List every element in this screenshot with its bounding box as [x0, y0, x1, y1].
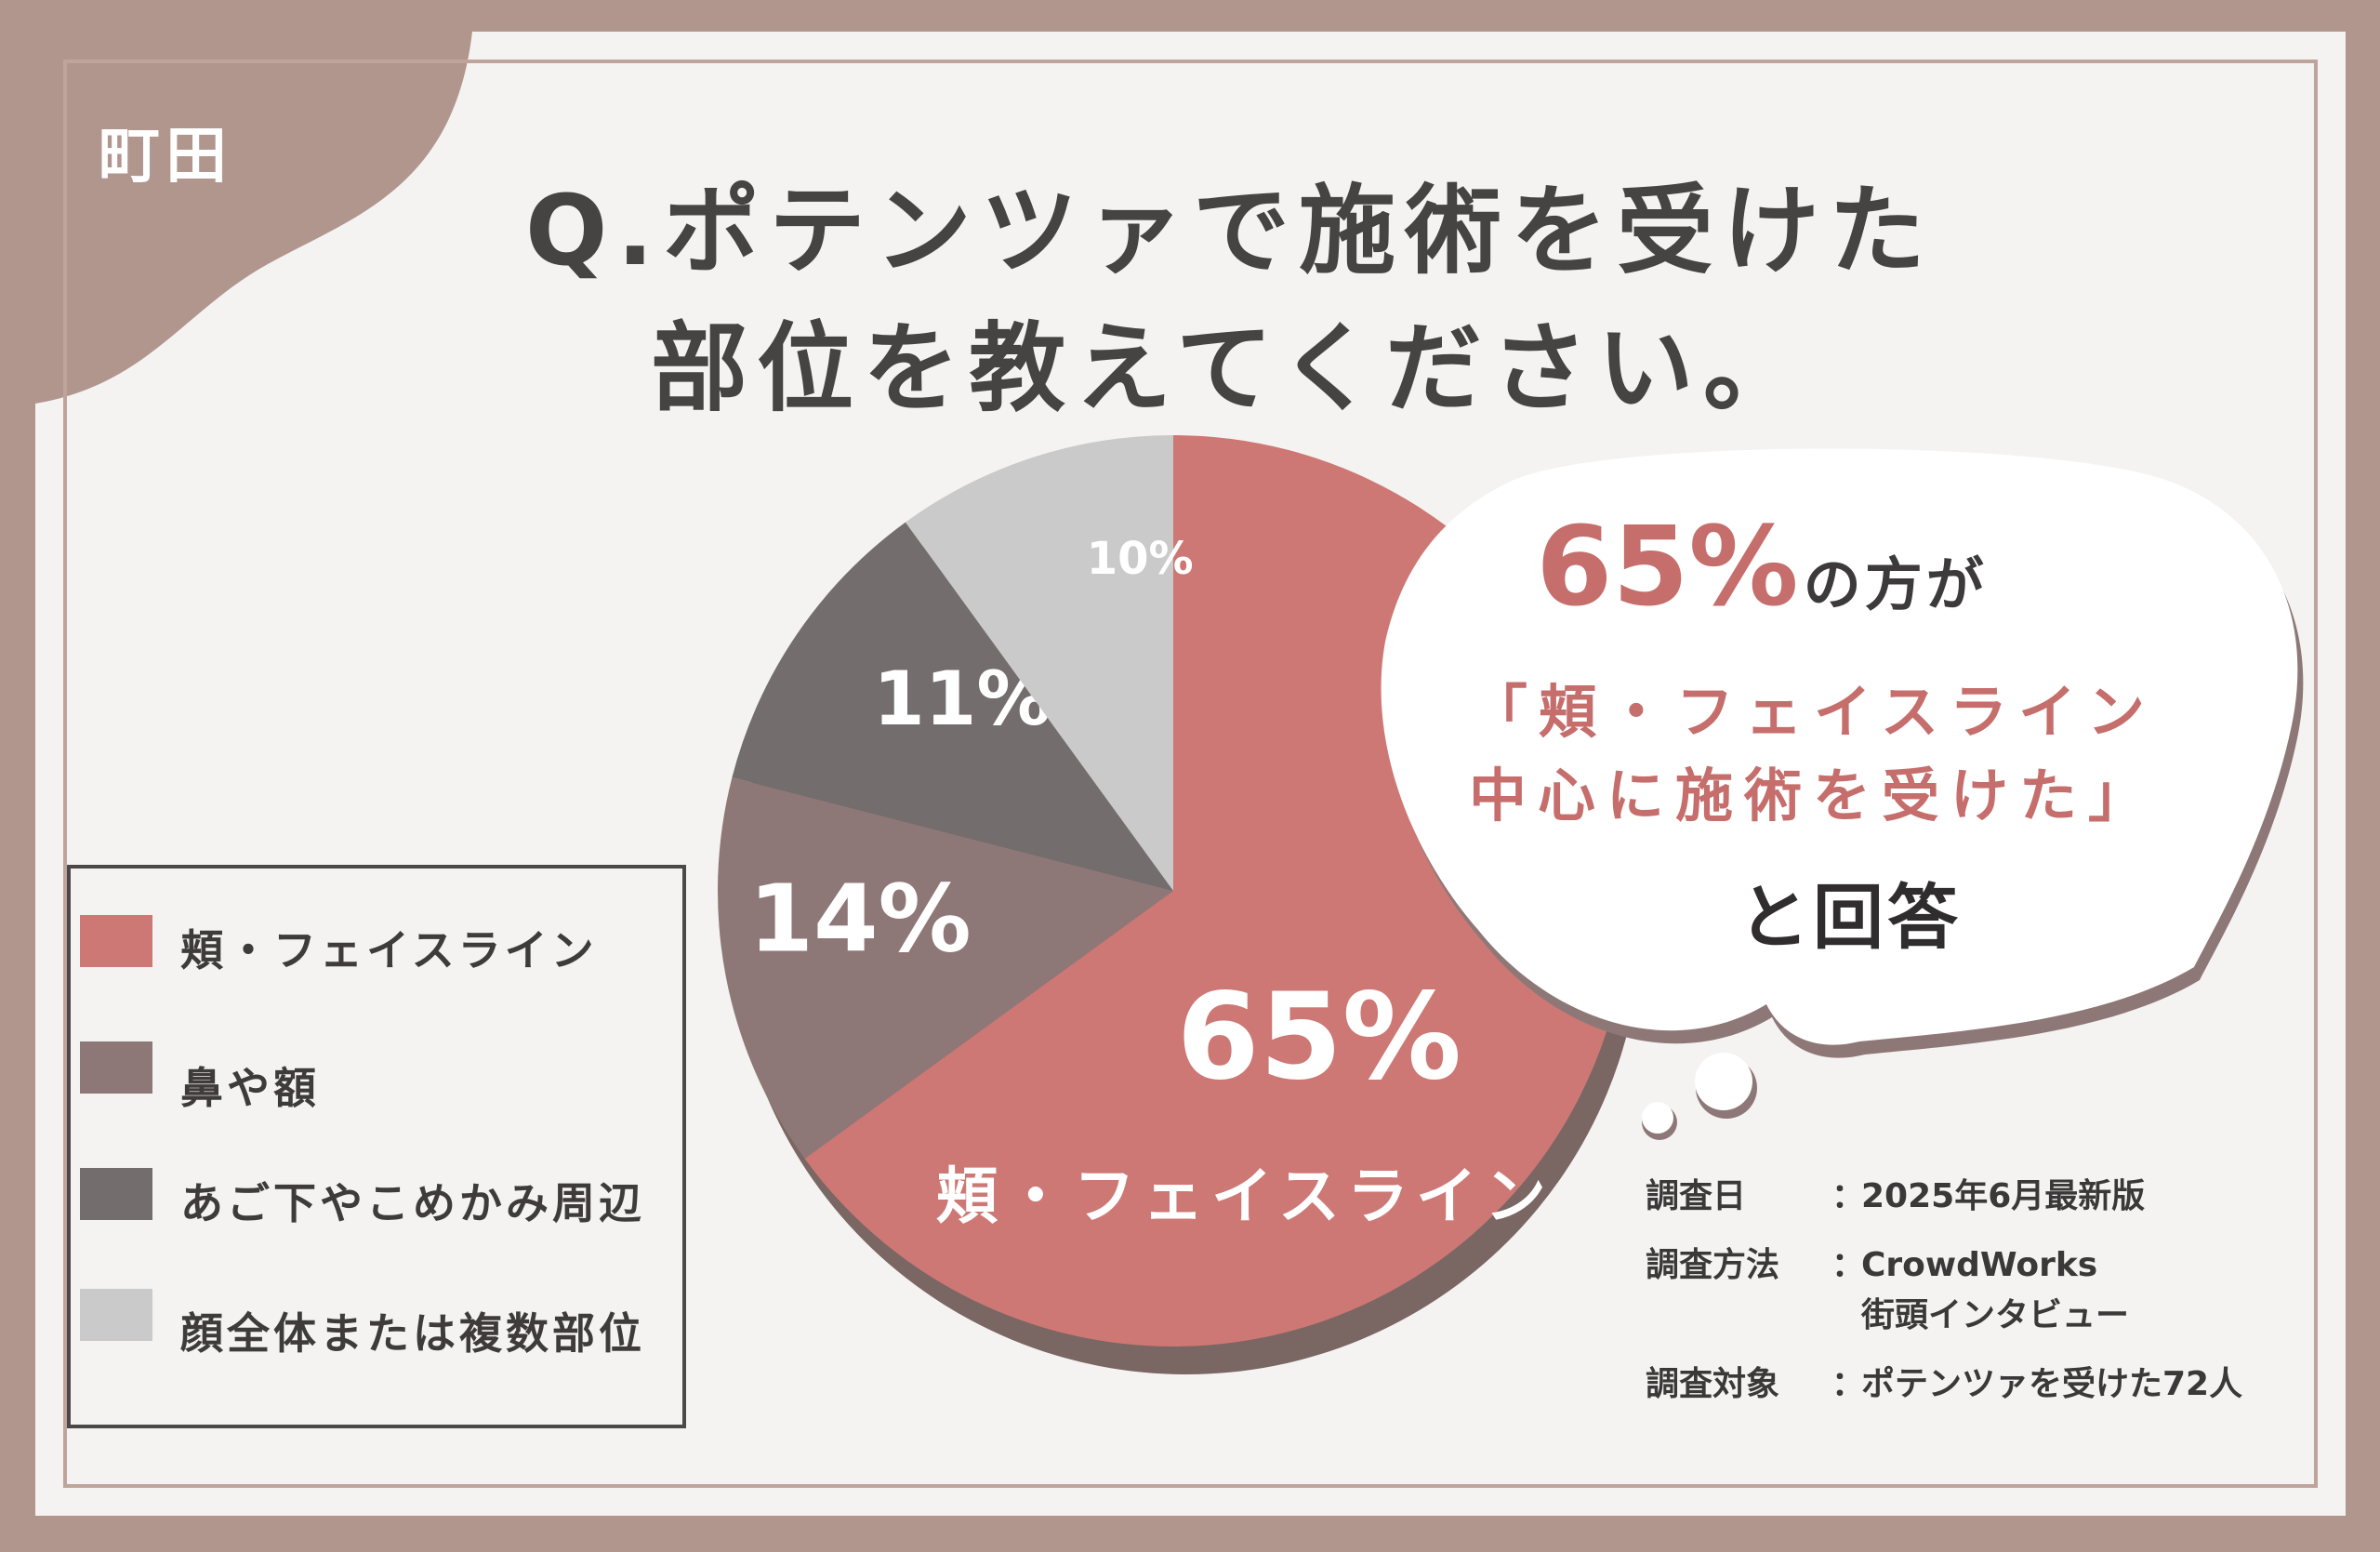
question-title-line-2: 部位を教えてください。 — [651, 312, 1809, 425]
callout-quote-line-2: 中心に施術を受けた」 — [1468, 762, 2157, 829]
legend-label-cheek-faceline: 頬・フェイスライン — [180, 925, 598, 975]
callout-answer: と回答 — [1739, 876, 1962, 959]
survey-notes: 調査日 ：2025年6月最新版 調査方法 ：CrowdWorks 街頭インタビュー … — [1646, 1172, 2242, 1410]
brand-logo: 町田 — [99, 120, 232, 192]
survey-method-value-1: CrowdWorks — [1861, 1246, 2098, 1284]
question-title: Q.ポテンツァで施術を受けた 部位を教えてください。 — [370, 162, 2090, 437]
survey-target-value: ポテンツァを受けた72人 — [1861, 1365, 2243, 1403]
survey-target-row: 調査対象 ：ポテンツァを受けた72人 — [1646, 1360, 2242, 1410]
pie-slice-nose-forehead — [718, 777, 1173, 1160]
legend-swatch-cheek-faceline — [80, 915, 152, 967]
legend-swatch-jaw-temple — [80, 1168, 152, 1220]
pie-slice-whole-face — [905, 435, 1173, 891]
survey-date-value: 2025年6月最新版 — [1861, 1177, 2146, 1215]
survey-method-separator: ： — [1831, 1246, 1866, 1284]
legend-label-jaw-temple: あご下やこめかみ周辺 — [180, 1178, 645, 1228]
survey-date-row: 調査日 ：2025年6月最新版 — [1646, 1172, 2242, 1222]
survey-date-key: 調査日 — [1646, 1177, 1747, 1215]
legend-swatch-whole-face — [80, 1289, 152, 1341]
pie-value-label-whole-face: 10% — [1087, 533, 1194, 585]
chart-legend: 頬・フェイスライン 鼻や額 あご下やこめかみ周辺 顔全体または複数部位 — [67, 865, 686, 1428]
survey-method-key: 調査方法 — [1646, 1246, 1780, 1284]
survey-method-value-2: 街頭インタビュー — [1861, 1296, 2130, 1334]
callout-after-percent: の方が — [1803, 550, 1988, 618]
pie-value-label-nose-forehead: 14% — [748, 864, 971, 973]
legend-swatch-nose-forehead — [80, 1041, 152, 1094]
survey-target-key: 調査対象 — [1646, 1365, 1780, 1403]
callout-headline: 65% の方が — [1399, 502, 2124, 630]
callout-percent: 65% — [1536, 502, 1799, 630]
survey-date-separator: ： — [1831, 1177, 1866, 1215]
pie-value-label-cheek-faceline: 65% — [1177, 968, 1461, 1107]
pie-slice-jaw-temple — [732, 522, 1173, 891]
survey-target-separator: ： — [1831, 1365, 1866, 1403]
legend-label-whole-face: 顔全体または複数部位 — [180, 1308, 645, 1359]
survey-method-row: 調査方法 ：CrowdWorks — [1646, 1240, 2242, 1291]
question-title-line-1: Q.ポテンツァで施術を受けた — [525, 174, 1935, 287]
callout-quote-line-1: 「頬・フェイスライン — [1469, 678, 2157, 746]
speech-bubble — [1381, 448, 2304, 1140]
pie-slice-name-cheek-faceline: 頬・フェイスライン — [936, 1161, 1554, 1232]
corner-blob-decoration — [35, 32, 472, 404]
legend-label-nose-forehead: 鼻や額 — [180, 1063, 320, 1113]
